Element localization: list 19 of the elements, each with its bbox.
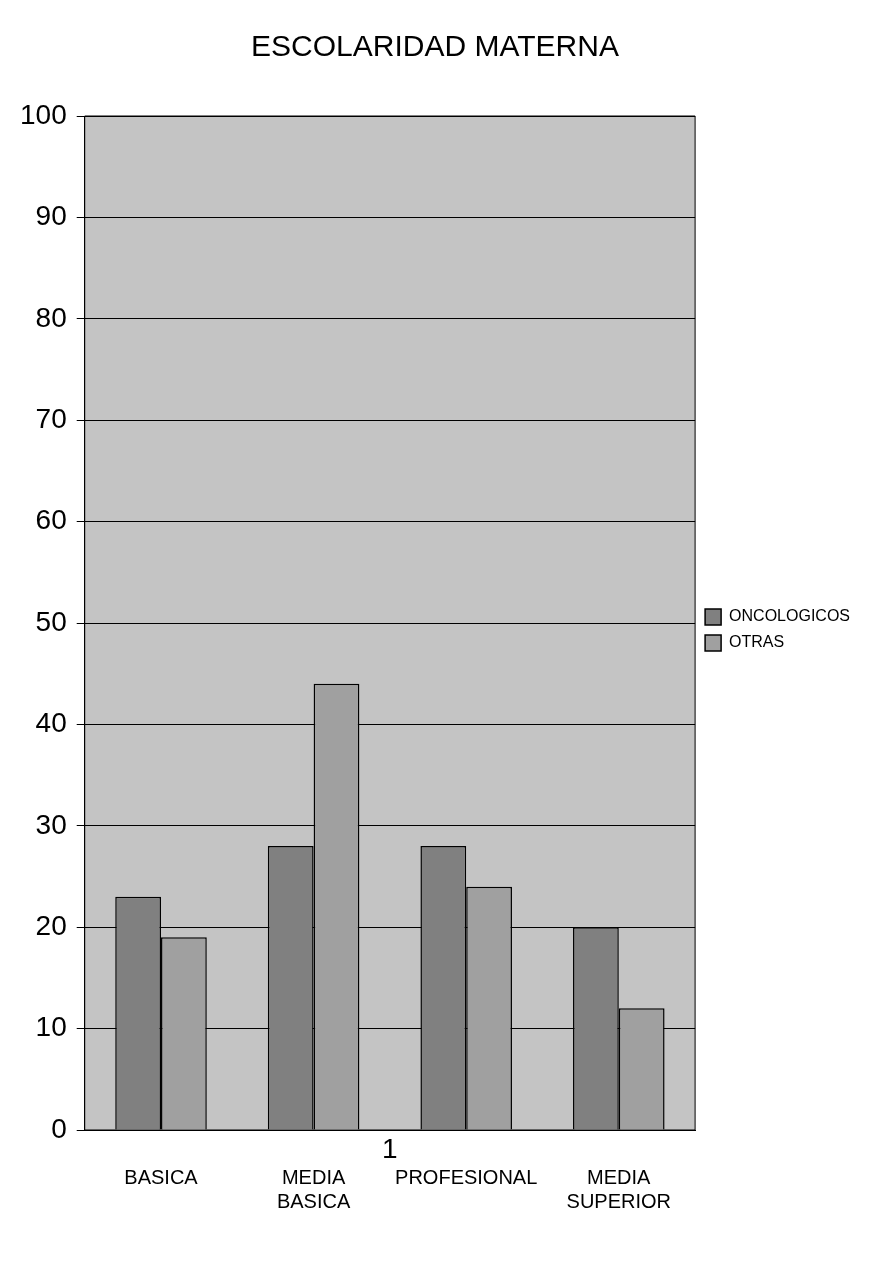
y-tick-label: 50 [35, 605, 67, 637]
y-tick-label: 80 [35, 301, 67, 333]
x-tick-label: PROFESIONAL [395, 1165, 538, 1188]
y-tick-label: 0 [51, 1112, 67, 1144]
x-tick-label: MEDIA SUPERIOR [566, 1165, 672, 1212]
y-tick-label: 20 [35, 909, 67, 941]
chart-title: ESCOLARIDAD MATERNA [251, 29, 619, 63]
x-tick-label: MEDIA BASICA [276, 1165, 351, 1212]
y-tick-label: 70 [35, 402, 67, 434]
y-tick-label: 60 [35, 504, 67, 536]
y-tick-label: 90 [35, 200, 67, 232]
y-tick-label: 30 [35, 808, 67, 840]
y-tick-label: 10 [35, 1011, 67, 1043]
legend-label: ONCOLOGICOS [729, 607, 850, 625]
legend-label: OTRAS [729, 633, 785, 651]
x-tick-label: BASICA [124, 1165, 199, 1188]
y-tick-label: 100 [20, 98, 67, 130]
text: 1 [382, 1132, 398, 1164]
y-tick-label: 40 [35, 707, 67, 739]
